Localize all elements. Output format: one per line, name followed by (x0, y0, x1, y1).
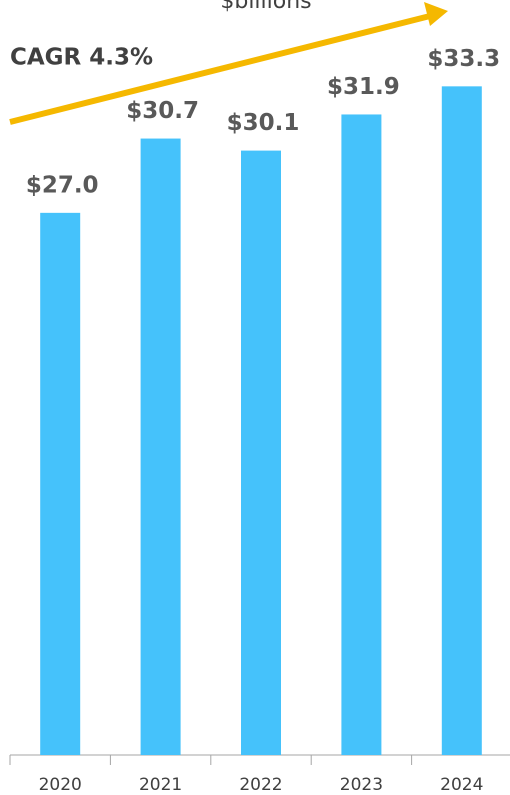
value-label: $30.1 (227, 110, 300, 136)
bar (341, 114, 382, 756)
x-tick-label: 2021 (139, 775, 182, 795)
x-tick-label: 2023 (340, 775, 383, 795)
x-tick-label: 2022 (239, 775, 282, 795)
trend-arrow (9, 13, 431, 125)
trend-arrowhead (424, 2, 448, 26)
value-label: $27.0 (26, 172, 99, 198)
bar (40, 212, 81, 755)
chart-title: $billions (220, 0, 311, 14)
bar (441, 86, 482, 756)
x-tick-label: 2024 (440, 775, 483, 795)
x-tick-label: 2020 (39, 775, 82, 795)
cagr-annotation: CAGR 4.3% (10, 45, 153, 71)
bar (140, 138, 181, 755)
value-label: $33.3 (427, 46, 500, 72)
bar (241, 150, 281, 756)
value-label: $30.7 (126, 98, 199, 124)
value-label: $31.9 (327, 74, 400, 100)
